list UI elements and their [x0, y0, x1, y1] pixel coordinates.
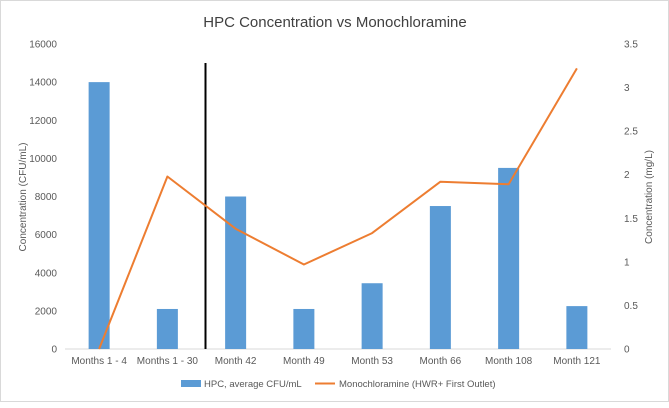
bar-hpc — [498, 168, 519, 349]
chart-title: HPC Concentration vs Monochloramine — [203, 14, 466, 31]
x-axis-ticks: Months 1 - 4 Months 1 - 30 Month 42 Month 4… — [71, 356, 601, 367]
right-axis-title: Concentration (mg/L) — [644, 150, 655, 244]
bar-hpc — [566, 306, 587, 349]
right-tick-label: 1.5 — [624, 214, 638, 225]
x-tick-label: Month 108 — [485, 356, 533, 367]
left-axis-title: Concentration (CFU/mL) — [18, 143, 29, 252]
right-tick-label: 0.5 — [624, 301, 638, 312]
right-tick-label: 0 — [624, 345, 630, 356]
left-axis-ticks: 0 2000 4000 6000 8000 10000 12000 14000 16000 — [29, 40, 57, 356]
bars — [89, 82, 588, 349]
left-tick-label: 16000 — [29, 40, 57, 51]
right-tick-label: 3 — [624, 83, 630, 94]
left-tick-label: 12000 — [29, 116, 57, 127]
right-tick-label: 2 — [624, 170, 630, 181]
right-tick-label: 3.5 — [624, 40, 638, 51]
left-tick-label: 6000 — [35, 230, 58, 241]
bar-hpc — [89, 82, 110, 349]
x-tick-label: Months 1 - 30 — [137, 356, 199, 367]
x-tick-label: Months 1 - 4 — [71, 356, 127, 367]
x-tick-label: Month 42 — [215, 356, 257, 367]
x-tick-label: Month 49 — [283, 356, 325, 367]
left-tick-label: 4000 — [35, 268, 58, 279]
right-tick-label: 2.5 — [624, 127, 638, 138]
left-tick-label: 10000 — [29, 154, 57, 165]
right-tick-label: 1 — [624, 257, 630, 268]
legend-label-hpc: HPC, average CFU/mL — [204, 379, 302, 390]
left-tick-label: 0 — [51, 345, 57, 356]
legend: HPC, average CFU/mL Monochloramine (HWR+… — [181, 379, 496, 390]
bar-hpc — [362, 283, 383, 349]
bar-hpc — [225, 197, 246, 350]
left-tick-label: 8000 — [35, 192, 58, 203]
left-tick-label: 14000 — [29, 78, 57, 89]
legend-swatch-hpc — [181, 380, 201, 387]
x-tick-label: Month 121 — [553, 356, 601, 367]
legend-label-monochloramine: Monochloramine (HWR+ First Outlet) — [339, 379, 496, 390]
left-tick-label: 2000 — [35, 306, 58, 317]
x-tick-label: Month 66 — [420, 356, 462, 367]
right-axis-ticks: 0 0.5 1 1.5 2 2.5 3 3.5 — [624, 40, 638, 356]
bar-hpc — [293, 309, 314, 349]
bar-hpc — [157, 309, 178, 349]
bar-hpc — [430, 206, 451, 349]
x-tick-label: Month 53 — [351, 356, 393, 367]
